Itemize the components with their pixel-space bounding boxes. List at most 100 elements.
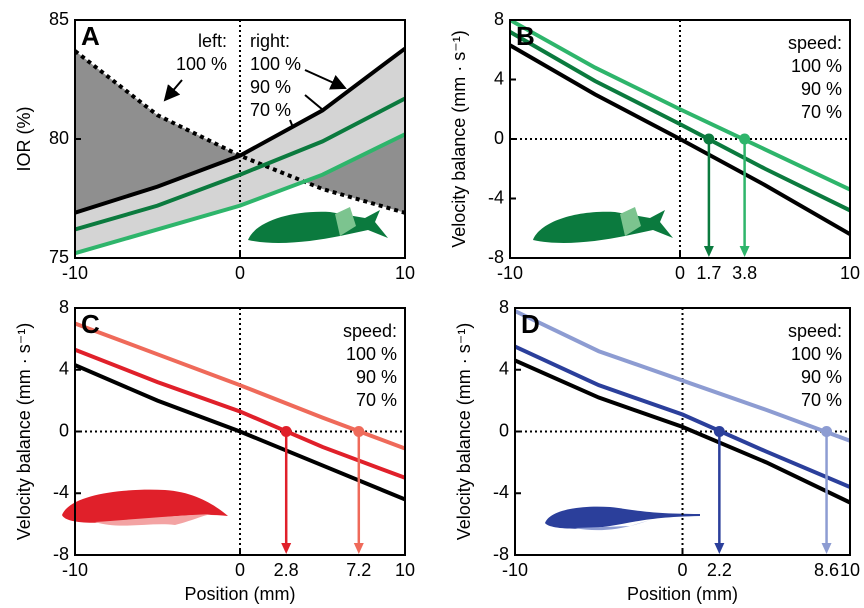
legend-entry: 100 % (791, 56, 842, 76)
y-tick-label: 75 (49, 247, 69, 267)
legend-entry: 90 % (801, 367, 842, 387)
crossing-arrowhead (739, 246, 750, 257)
y-tick-label: 0 (499, 420, 509, 440)
legend-title: speed: (788, 321, 842, 341)
x-tick-label: 10 (395, 263, 415, 283)
crossing-point (353, 426, 365, 437)
fish-d (545, 506, 700, 531)
panel (75, 20, 405, 258)
y-tick-label: -4 (53, 482, 69, 502)
legend-title: speed: (788, 33, 842, 53)
y-tick-label: 4 (59, 359, 69, 379)
fish-c (62, 489, 228, 526)
crossing-label: 7.2 (346, 560, 371, 580)
annotation-series: 90 % (250, 77, 291, 97)
legend-entry: 90 % (356, 367, 397, 387)
y-tick-label: 80 (49, 128, 69, 148)
x-tick-label: -10 (62, 263, 88, 283)
y-tick-label: 0 (494, 128, 504, 148)
x-tick-label: -10 (502, 560, 528, 580)
x-tick-label: 0 (675, 263, 685, 283)
legend-title: speed: (343, 321, 397, 341)
y-axis-label: Velocity balance (mm · s⁻¹) (14, 323, 34, 541)
fish-b (533, 207, 673, 243)
panel-letter: A (81, 21, 100, 51)
crossing-point (703, 133, 715, 145)
panel-letter: D (521, 309, 540, 339)
series-line (510, 30, 850, 213)
legend-entry: 70 % (801, 390, 842, 410)
x-tick-label: 0 (235, 560, 245, 580)
annotation: right: (250, 31, 290, 51)
annotation: left: (198, 31, 227, 51)
y-tick-label: -8 (488, 247, 504, 267)
series-line (75, 347, 405, 480)
x-axis-label: Position (mm) (184, 584, 295, 604)
x-tick-label: 10 (840, 560, 860, 580)
crossing-label: 1.7 (696, 263, 721, 283)
y-tick-label: 8 (59, 297, 69, 317)
y-axis-label: Velocity balance (mm · s⁻¹) (449, 30, 469, 248)
annotation-series: 100 % (176, 54, 227, 74)
series-line (510, 20, 850, 192)
x-tick-label: 10 (840, 263, 860, 283)
panel-letter: C (81, 309, 100, 339)
crossing-label: 2.2 (707, 560, 732, 580)
y-tick-label: 0 (59, 420, 69, 440)
crossing-label: 3.8 (732, 263, 757, 283)
band-shade (75, 48, 405, 254)
series-line (515, 309, 850, 443)
series-line (75, 132, 405, 256)
y-tick-label: 8 (494, 9, 504, 29)
crossing-label: 8.6 (814, 560, 839, 580)
series-line (75, 46, 405, 215)
crossing-point (280, 426, 292, 437)
legend-entry: 90 % (801, 79, 842, 99)
x-tick-label: -10 (62, 560, 88, 580)
crossing-arrowhead (714, 543, 725, 554)
y-tick-label: -4 (488, 187, 504, 207)
x-tick-label: -10 (497, 263, 523, 283)
crossing-arrowhead (281, 543, 292, 554)
y-tick-label: 85 (49, 9, 69, 29)
crossing-point (713, 426, 725, 437)
legend-entry: 100 % (346, 344, 397, 364)
crossing-point (739, 133, 751, 145)
y-tick-label: -8 (493, 544, 509, 564)
outside-shade (75, 50, 405, 213)
legend-entry: 100 % (791, 344, 842, 364)
y-tick-label: -8 (53, 544, 69, 564)
series-line (75, 96, 405, 232)
panel (515, 308, 850, 555)
y-axis-label: IOR (%) (14, 107, 34, 172)
series-line (515, 358, 850, 505)
crossing-point (821, 426, 833, 437)
y-tick-label: 4 (499, 359, 509, 379)
y-tick-label: -4 (493, 482, 509, 502)
series-line (515, 344, 850, 489)
crossing-arrowhead (353, 543, 364, 554)
panel (510, 20, 850, 258)
panel-letter: B (516, 21, 535, 51)
x-tick-label: 0 (235, 263, 245, 283)
annotation-series: 70 % (250, 100, 291, 120)
annotation-series: 100 % (250, 54, 301, 74)
panel (75, 308, 405, 555)
x-axis-label: Position (mm) (627, 584, 738, 604)
series-line (75, 321, 405, 451)
crossing-label: 2.8 (274, 560, 299, 580)
crossing-arrowhead (703, 246, 714, 257)
series-line (510, 43, 850, 236)
y-tick-label: 8 (499, 297, 509, 317)
fish-a (248, 207, 388, 243)
y-tick-label: 4 (494, 68, 504, 88)
x-tick-label: 0 (677, 560, 687, 580)
legend-entry: 70 % (801, 102, 842, 122)
series-line (75, 49, 405, 215)
legend-entry: 70 % (356, 390, 397, 410)
crossing-arrowhead (821, 543, 832, 554)
x-tick-label: 10 (395, 560, 415, 580)
y-axis-label: Velocity balance (mm · s⁻¹) (454, 323, 474, 541)
series-line (75, 363, 405, 502)
